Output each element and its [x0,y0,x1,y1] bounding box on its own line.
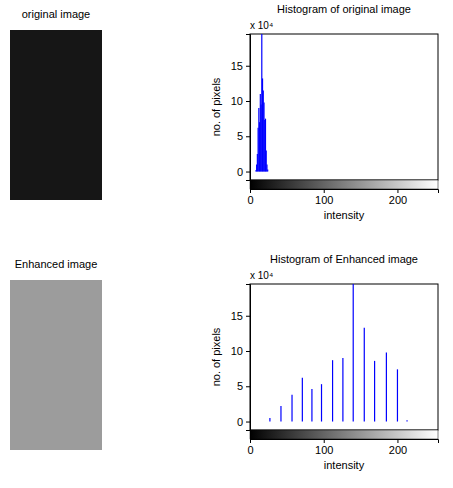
y-tick-mark [246,386,250,387]
stem [374,361,375,422]
y-tick-mark [246,101,250,102]
image-panel: original image [10,8,102,200]
y-axis-line [246,35,251,181]
x-tick-mark [324,189,325,193]
image-title: original image [22,8,90,20]
x-tick-mark [397,439,398,443]
y-axis-title: no. of pixels [210,77,222,136]
x-axis: 0 100 200 [247,439,438,456]
stem [406,420,407,421]
histogram-panel: 0 5 10 15 0 100 200 Histogram of original image… [210,3,439,221]
stem [260,94,261,172]
x-tick: 0 [247,439,253,456]
y-tick-label: 0 [237,416,243,428]
y-tick: 10 [231,95,250,107]
chart-title: Histogram of Enhanced image [270,253,418,265]
stems [270,284,407,422]
y-tick: 15 [231,60,250,72]
stem [364,328,365,422]
stem [342,358,343,421]
colorbar [250,180,438,189]
stem [267,169,268,171]
stem [280,406,281,422]
x-tick-label: 100 [315,194,333,206]
y-tick: 0 [237,416,250,428]
x-tick: 200 [389,189,407,206]
x-axis-title: intensity [324,459,365,471]
x-axis: 0 100 200 [247,189,438,206]
y-tick-mark [246,351,250,352]
y-tick-label: 10 [231,95,243,107]
y-tick-mark [246,422,250,423]
x-axis-title: intensity [324,209,365,221]
x-tick-mark [250,439,251,443]
stem [302,378,303,422]
y-axis-title: no. of pixels [210,327,222,386]
y-tick: 5 [237,380,250,392]
y-tick: 5 [237,130,250,142]
stem [386,352,387,421]
plot-frame [250,284,438,430]
stem [353,284,354,422]
x-tick-label: 0 [247,444,253,456]
x-tick-label: 100 [315,444,333,456]
x-tick: 100 [315,439,333,456]
stem [266,150,267,171]
stem [265,119,266,172]
histogram-panel: 0 5 10 15 0 100 200 Histogram of Enhanced image… [210,253,439,471]
image-panel: Enhanced image [10,258,102,450]
stems [256,34,268,172]
y-tick-label: 10 [231,345,243,357]
stem [291,395,292,422]
y-tick: 10 [231,345,250,357]
y-axis: 0 5 10 15 [231,285,251,431]
stem [397,369,398,421]
y-axis: 0 5 10 15 [231,35,251,181]
stem [261,34,262,172]
image [10,280,102,450]
axis-multiplier: x 10⁴ [250,20,273,31]
x-tick-label: 200 [389,194,407,206]
stem [311,389,312,421]
stem [266,164,267,171]
y-tick-label: 15 [231,60,243,72]
y-tick: 15 [231,310,250,322]
x-tick: 0 [247,189,253,206]
stem [263,102,264,171]
y-axis-line [246,285,251,431]
stem [269,418,270,422]
x-axis-line [251,440,439,444]
axis-multiplier: x 10⁴ [250,270,273,281]
x-tick-mark [397,189,398,193]
y-tick-label: 0 [237,166,243,178]
y-tick-mark [246,66,250,67]
x-tick-label: 200 [389,444,407,456]
stem [262,78,263,171]
y-tick-mark [246,172,250,173]
stem [258,108,259,171]
x-axis-line [251,190,439,194]
y-tick: 0 [237,166,250,178]
x-tick: 100 [315,189,333,206]
colorbar [250,430,438,439]
y-tick-label: 5 [237,130,243,142]
figure: original image0510150100200Histogram of … [0,0,453,488]
stem [263,90,264,171]
chart-title: Histogram of original image [277,3,411,15]
x-tick-label: 0 [247,194,253,206]
y-tick-mark [246,136,250,137]
x-tick: 200 [389,439,407,456]
plot-frame [250,34,438,180]
stem [321,384,322,421]
y-tick-label: 5 [237,380,243,392]
x-tick-mark [324,439,325,443]
image [10,30,102,200]
image-title: Enhanced image [15,258,98,270]
x-tick-mark [250,189,251,193]
y-tick-mark [246,316,250,317]
y-tick-label: 15 [231,310,243,322]
stem [332,360,333,421]
